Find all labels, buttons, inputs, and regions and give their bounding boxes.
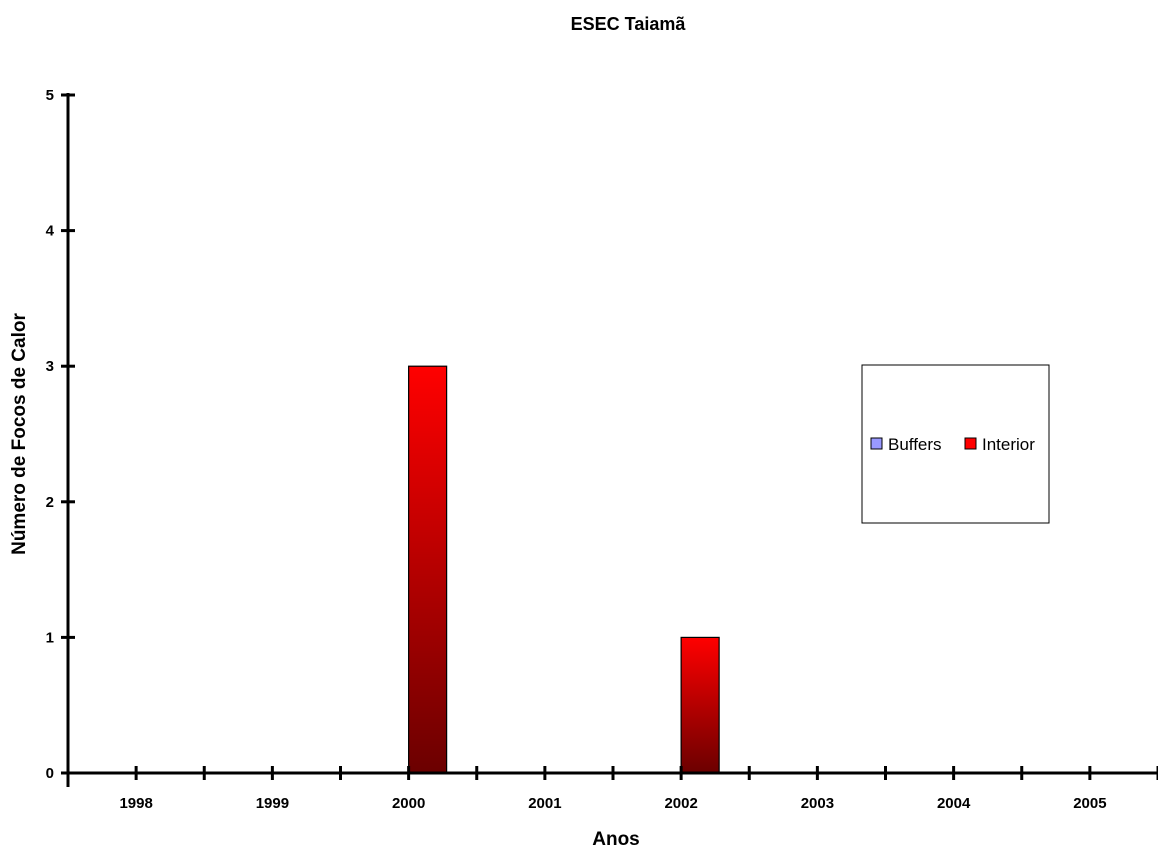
y-axis-label: Número de Focos de Calor	[9, 313, 30, 555]
y-tick-label-2: 2	[46, 494, 54, 511]
bar-interior-2000	[408, 365, 448, 774]
y-tick-label-3: 3	[46, 358, 54, 375]
x-tick-label-2000: 2000	[392, 795, 425, 812]
bars-layer	[408, 365, 720, 774]
legend-label-interior: Interior	[982, 435, 1035, 454]
legend-swatch-interior	[964, 437, 977, 450]
x-tick-label-2004: 2004	[937, 795, 971, 812]
tick-labels-layer: 0 1 2 3 4 5 1998 1999 2000 2001 2002 2003 2004 2005	[46, 87, 1107, 812]
x-axis-label: Anos	[592, 829, 640, 846]
legend: Buffers Interior	[861, 364, 1050, 524]
y-tick-label-5: 5	[46, 87, 54, 104]
x-tick-label-1999: 1999	[256, 795, 289, 812]
legend-swatch-buffers	[870, 437, 883, 450]
bar-interior-2002	[680, 636, 720, 774]
y-tick-label-4: 4	[46, 223, 55, 240]
axes-layer	[61, 93, 1158, 787]
x-tick-label-2002: 2002	[664, 795, 697, 812]
x-tick-label-2005: 2005	[1073, 795, 1106, 812]
legend-box	[861, 364, 1050, 524]
legend-label-buffers: Buffers	[888, 435, 942, 454]
y-tick-label-0: 0	[46, 765, 54, 782]
x-tick-label-2003: 2003	[801, 795, 834, 812]
chart-title: ESEC Taiamã	[571, 14, 687, 34]
y-tick-label-1: 1	[46, 629, 54, 646]
x-tick-label-1998: 1998	[119, 795, 152, 812]
x-tick-label-2001: 2001	[528, 795, 561, 812]
